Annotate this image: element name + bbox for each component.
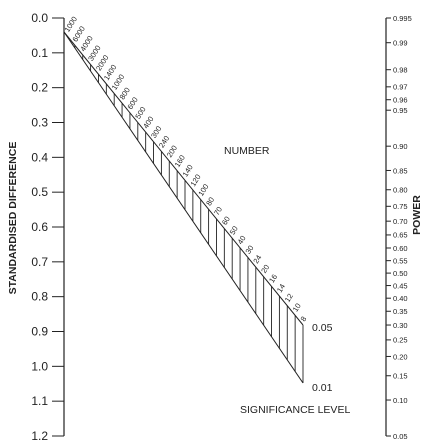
significance-001-line <box>63 31 304 384</box>
left-axis-tick-label: 0.7 <box>31 255 48 269</box>
sample-size-label: 80 <box>204 195 216 207</box>
significance-level-title: SIGNIFICANCE LEVEL <box>240 404 350 416</box>
left-axis-tick-label: 0.2 <box>31 81 48 95</box>
sample-size-label: 30 <box>243 244 255 256</box>
left-axis-tick-label: 0.6 <box>31 220 48 234</box>
sample-size-label: 10 <box>291 302 303 314</box>
right-axis-tick-label: 0.65 <box>393 231 408 240</box>
right-axis-tick-label: 0.15 <box>393 372 408 381</box>
power-axis: 0.995 0.99 0.98 0.97 0.960.95 0.90 0.85 0.80 0.7… <box>385 14 423 441</box>
left-axis-tick-label: 0.8 <box>31 290 48 304</box>
right-axis-tick-label: 0.45 <box>393 281 408 290</box>
significance-005-line <box>63 31 304 326</box>
sample-size-ticks <box>66 35 304 383</box>
right-axis-tick-label: 0.80 <box>393 186 408 195</box>
number-scale-title: NUMBER <box>224 145 270 157</box>
right-axis-tick-label: 0.97 <box>393 83 408 92</box>
sample-size-label: 8 <box>299 315 309 323</box>
sample-size-label: 14 <box>275 282 287 294</box>
left-axis-ticks: 0.0 0.1 0.2 0.3 0.4 0.5 0.6 0.7 0.8 0.9 1.0 1.1 1.2 <box>31 11 64 441</box>
significance-005-label: 0.05 <box>312 322 333 334</box>
sample-size-label: 60 <box>220 215 232 227</box>
right-axis-tick-label: 0.98 <box>393 66 408 75</box>
right-axis-tick-label: 0.20 <box>393 352 408 361</box>
left-axis-title: STANDARDISED DIFFERENCE <box>7 142 19 295</box>
standardised-difference-axis: 0.00.10.20.30.40.50.60.70.80.91.01.11.2 … <box>7 11 65 441</box>
right-axis-tick-label: 0.50 <box>393 269 408 278</box>
right-axis-tick-label: 0.96 <box>393 96 408 105</box>
sample-size-labels: 1000600040003000200014001000800600500400… <box>63 15 309 323</box>
right-axis-tick-label: 0.55 <box>393 256 408 265</box>
right-axis-tick-label: 0.60 <box>393 244 408 253</box>
left-axis-tick-label: 0.4 <box>31 150 48 164</box>
significance-001-label: 0.01 <box>312 382 333 394</box>
left-axis-tick-label: 0.0 <box>31 11 48 25</box>
sample-size-label: 12 <box>283 292 295 304</box>
left-axis-tick-label: 0.5 <box>31 185 48 199</box>
left-axis-tick-label: 0.3 <box>31 116 48 130</box>
left-axis-tick-label: 0.9 <box>31 325 48 339</box>
right-axis-tick-label: 0.35 <box>393 307 408 316</box>
left-axis-tick-label: 1.0 <box>31 359 48 373</box>
right-axis-tick-label: 0.70 <box>393 217 408 226</box>
right-axis-tick-label: 0.85 <box>393 166 408 175</box>
sample-size-label: 16 <box>267 273 279 285</box>
sample-size-scale: 1000600040003000200014001000800600500400… <box>63 15 309 384</box>
right-axis-tick-label: 0.05 <box>393 432 408 441</box>
right-axis-tick-label: 0.30 <box>393 321 408 330</box>
right-axis-tick-label: 0.99 <box>393 39 408 48</box>
sample-size-label: 50 <box>228 224 240 236</box>
left-axis-tick-label: 0.1 <box>31 46 48 60</box>
right-axis-tick-label: 0.10 <box>393 396 408 405</box>
sample-size-label: 70 <box>212 205 224 217</box>
sample-size-label: 24 <box>251 253 263 265</box>
right-axis-tick-label: 0.40 <box>393 294 408 303</box>
left-axis-tick-label: 1.2 <box>31 429 48 441</box>
right-axis-tick-label: 0.95 <box>393 106 408 115</box>
right-axis-tick-label: 0.75 <box>393 202 408 211</box>
right-axis-tick-label: 0.25 <box>393 336 408 345</box>
right-axis-ticks: 0.995 0.99 0.98 0.97 0.960.95 0.90 0.85 0.80 0.7… <box>386 14 412 441</box>
right-axis-title: POWER <box>411 195 423 235</box>
right-axis-tick-label: 0.90 <box>393 142 408 151</box>
sample-size-label: 40 <box>236 234 248 246</box>
sample-size-label: 20 <box>259 263 271 275</box>
right-axis-tick-label: 0.995 <box>393 14 412 23</box>
left-axis-tick-label: 1.1 <box>31 394 48 408</box>
